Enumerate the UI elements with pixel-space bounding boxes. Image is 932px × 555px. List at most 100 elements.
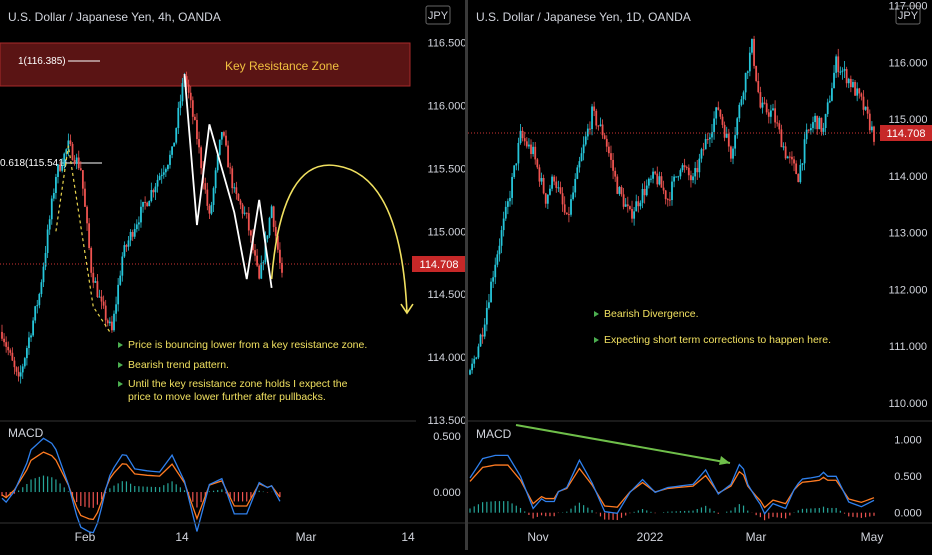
candle <box>225 130 227 147</box>
left-price-axis[interactable]: JPY 116.500 116.000 115.500 115.000 114.500 1… <box>412 5 466 427</box>
candle <box>515 163 518 171</box>
right-price-axis[interactable]: JPY 117.000 116.000 115.000 114.000 113.000 1… <box>880 1 932 410</box>
candle <box>803 131 806 171</box>
candle <box>530 139 532 159</box>
candle <box>637 196 640 213</box>
candle <box>696 159 699 180</box>
candle <box>61 158 64 173</box>
candle <box>837 48 840 78</box>
left-panel[interactable]: U.S. Dollar / Japanese Yen, 4h, OANDA Ke… <box>0 0 416 420</box>
left-macd-label: MACD <box>8 426 44 440</box>
left-candles <box>1 71 283 384</box>
candle <box>258 264 261 280</box>
candle <box>791 151 793 166</box>
candle <box>506 198 509 215</box>
candle <box>755 65 758 83</box>
candle <box>538 164 541 187</box>
candle <box>546 194 549 210</box>
candle <box>94 277 97 283</box>
candle <box>479 333 482 347</box>
candle <box>812 116 814 133</box>
candle <box>46 224 49 258</box>
candle <box>519 124 522 145</box>
candle <box>40 279 43 298</box>
candle <box>490 278 492 303</box>
note-text: Until the key resistance zone holds I ex… <box>128 378 348 390</box>
candle <box>123 241 126 258</box>
right-macd-pane[interactable]: MACD 1.000 0.500 0.000 <box>468 420 932 521</box>
left-time-axis[interactable]: Feb 14 Mar 14 <box>0 522 466 544</box>
note-bullet-icon <box>118 342 123 348</box>
candle <box>227 140 229 168</box>
candle <box>858 87 861 99</box>
candle <box>751 38 753 55</box>
candle <box>778 120 781 134</box>
candle <box>233 183 236 193</box>
candle <box>713 111 715 140</box>
candle <box>732 146 734 165</box>
candle <box>237 193 240 201</box>
candle <box>272 205 275 232</box>
left-macd-pane[interactable]: MACD 0.500 0.000 <box>0 420 461 534</box>
right-time-axis[interactable]: Nov 2022 Mar May <box>468 522 932 544</box>
candle <box>249 229 252 243</box>
note-bullet-icon <box>594 311 599 317</box>
candle <box>561 187 564 212</box>
fib-level-1-label: 1(116.385) <box>18 56 66 67</box>
candle <box>1 324 3 342</box>
candle <box>52 188 55 202</box>
price-tick-label: 113.000 <box>889 228 928 240</box>
candle <box>212 186 215 212</box>
candle <box>239 198 242 210</box>
right-currency-badge[interactable] <box>895 5 921 25</box>
candle <box>797 173 800 183</box>
candle <box>523 131 526 146</box>
candle <box>616 174 619 195</box>
candle <box>763 96 766 105</box>
price-tick-label: 110.000 <box>889 398 928 410</box>
candle <box>776 115 779 127</box>
candle <box>189 86 192 108</box>
left-currency-badge[interactable] <box>425 5 451 25</box>
candle <box>833 65 835 89</box>
candle <box>673 174 676 188</box>
candle <box>28 331 30 355</box>
candle <box>214 167 217 194</box>
candle <box>502 211 505 237</box>
candle <box>268 216 271 238</box>
candle <box>660 171 663 188</box>
candle <box>11 347 14 361</box>
candle <box>765 99 768 115</box>
candle <box>88 218 91 251</box>
candle <box>826 98 829 117</box>
price-tick-label: 112.000 <box>889 284 928 296</box>
candle <box>25 345 28 366</box>
projection-arc <box>270 164 414 315</box>
candle <box>125 243 128 252</box>
price-tick-label: 111.000 <box>889 341 927 353</box>
candle <box>551 174 553 192</box>
macd-signal-line <box>469 464 875 509</box>
candle <box>21 363 24 379</box>
left-last-price-text: 114.708 <box>420 259 459 271</box>
candle <box>584 131 587 147</box>
candle <box>17 366 20 382</box>
right-panel[interactable]: U.S. Dollar / Japanese Yen, 1D, OANDA Be… <box>468 10 880 376</box>
candle <box>629 205 631 211</box>
candle <box>504 201 507 221</box>
candle <box>708 132 711 147</box>
candle <box>142 201 144 213</box>
candle <box>820 117 823 136</box>
candle <box>692 173 694 184</box>
macd-signal-line <box>1 451 281 521</box>
resistance-zone <box>0 42 411 87</box>
candle <box>521 126 524 142</box>
panel-separator[interactable] <box>465 0 468 550</box>
candle <box>210 201 213 216</box>
candle <box>30 333 32 342</box>
candle <box>509 190 511 207</box>
candle <box>77 150 80 171</box>
candle <box>610 145 612 168</box>
candle <box>666 198 669 207</box>
